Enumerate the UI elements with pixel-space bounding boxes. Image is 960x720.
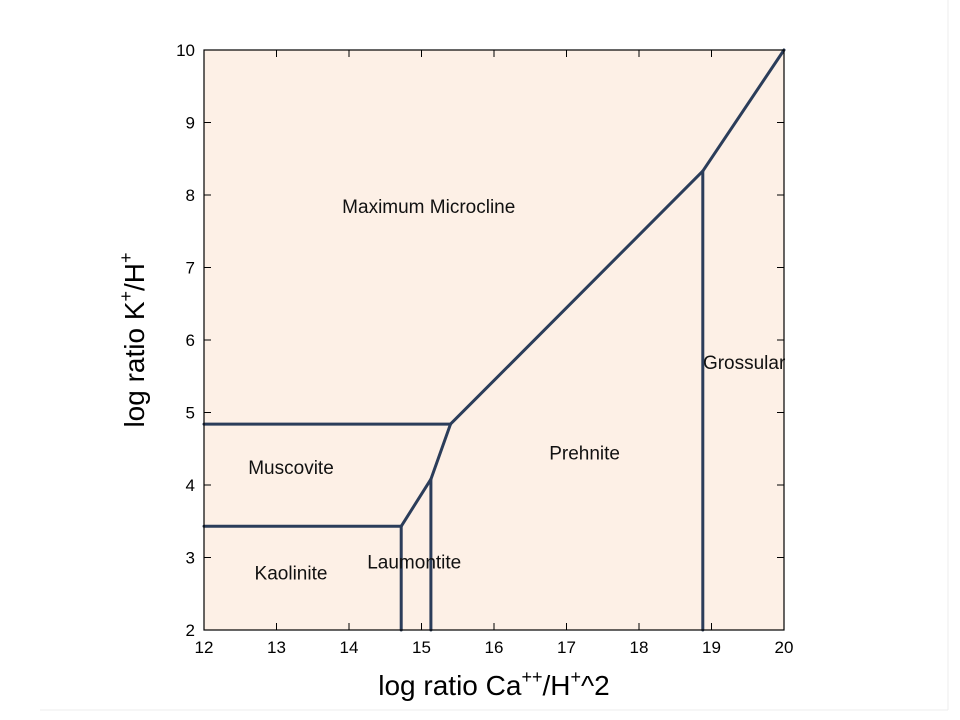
- y-tick-label: 10: [176, 41, 195, 60]
- boundary-microcline-prehnite: [449, 169, 705, 426]
- plot-area: [204, 50, 784, 630]
- y-tick-label: 7: [186, 259, 195, 278]
- x-axis-label-tail: ^2: [581, 670, 610, 701]
- region-label-laumontite: Laumontite: [367, 552, 461, 573]
- y-axis-label-base: log ratio K: [119, 301, 150, 427]
- phase-boundaries: [202, 48, 786, 632]
- region-label-kaolinite: Kaolinite: [255, 563, 328, 584]
- x-tick-label: 20: [775, 638, 794, 657]
- region-label-maximum-microcline: Maximum Microcline: [342, 197, 515, 218]
- region-label-prehnite: Prehnite: [549, 444, 620, 465]
- boundary-muscovite-prehnite: [429, 422, 452, 481]
- region-labels: Maximum Microcline Muscovite Prehnite Kaoli…: [248, 197, 786, 584]
- boundary-muscovite-laumontite: [399, 477, 433, 528]
- y-tick-label: 2: [186, 621, 195, 640]
- x-tick-label: 17: [557, 638, 576, 657]
- x-axis-label-base: log ratio Ca: [378, 670, 522, 701]
- x-tick-label: 12: [195, 638, 214, 657]
- x-axis-label-sup2: +: [570, 667, 581, 687]
- y-tick-label: 8: [186, 186, 195, 205]
- y-axis-label-sup1: +: [116, 291, 136, 302]
- x-tick-label: 13: [267, 638, 286, 657]
- y-tick-label: 9: [186, 114, 195, 133]
- y-axis-label-mid: /H: [119, 263, 150, 291]
- plot-frame: [203, 49, 785, 631]
- region-label-grossular: Grossular: [703, 353, 786, 374]
- x-tick-label: 19: [702, 638, 721, 657]
- y-tick-label: 4: [186, 476, 195, 495]
- tick-labels: 12 13 14 15 16 17 18 19 20 2 3 4 5 6 7 8 9 10: [176, 41, 793, 657]
- x-tick-label: 15: [412, 638, 431, 657]
- x-axis-label-mid: /H: [542, 670, 570, 701]
- region-label-muscovite: Muscovite: [248, 458, 334, 479]
- y-axis-label: log ratio K+/H+: [116, 252, 150, 427]
- x-axis-label: log ratio Ca++/H+^2: [378, 667, 609, 701]
- boundary-microcline-grossular: [701, 48, 786, 173]
- y-axis-label-sup2: +: [116, 252, 136, 263]
- x-tick-label: 14: [340, 638, 359, 657]
- y-tick-label: 6: [186, 331, 195, 350]
- y-tick-label: 3: [186, 549, 195, 568]
- y-tick-label: 5: [186, 404, 195, 423]
- x-tick-label: 18: [630, 638, 649, 657]
- x-tick-label: 16: [485, 638, 504, 657]
- x-axis-label-sup1: ++: [521, 667, 542, 687]
